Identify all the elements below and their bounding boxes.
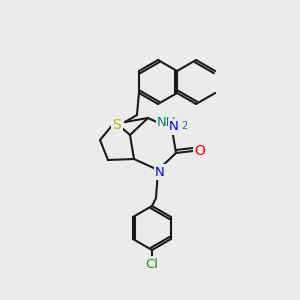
- Text: 2: 2: [181, 121, 187, 131]
- Text: Cl: Cl: [146, 257, 158, 271]
- Text: O: O: [195, 144, 206, 158]
- Text: N: N: [155, 166, 165, 178]
- Text: S: S: [112, 118, 121, 132]
- Text: N: N: [169, 121, 179, 134]
- Text: NH: NH: [157, 116, 177, 130]
